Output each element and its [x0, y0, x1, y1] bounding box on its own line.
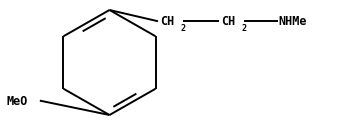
Text: 2: 2	[181, 24, 186, 33]
Text: CH: CH	[160, 15, 174, 28]
Text: NHMe: NHMe	[278, 15, 307, 28]
Text: CH: CH	[221, 15, 235, 28]
Text: 2: 2	[242, 24, 247, 33]
Text: MeO: MeO	[6, 95, 28, 108]
